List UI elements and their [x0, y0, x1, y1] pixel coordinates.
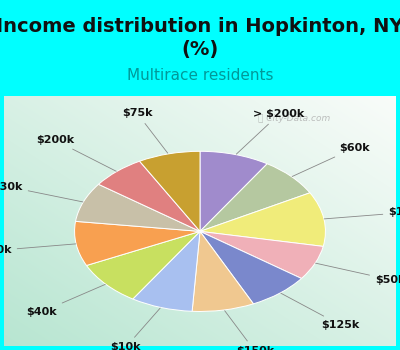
Text: $20k: $20k: [0, 244, 76, 256]
Text: $60k: $60k: [292, 143, 370, 176]
Text: $30k: $30k: [0, 182, 83, 202]
Wedge shape: [76, 184, 200, 231]
Text: ⓘ City-Data.com: ⓘ City-Data.com: [258, 114, 330, 123]
Text: $100k: $100k: [324, 207, 400, 219]
Text: $40k: $40k: [26, 285, 105, 317]
Text: Income distribution in Hopkinton, NY
(%): Income distribution in Hopkinton, NY (%): [0, 17, 400, 59]
Wedge shape: [200, 193, 326, 246]
Text: $75k: $75k: [122, 108, 168, 153]
Wedge shape: [74, 221, 200, 266]
Text: Multirace residents: Multirace residents: [127, 69, 273, 84]
Text: $10k: $10k: [110, 308, 160, 350]
Text: $200k: $200k: [36, 135, 116, 171]
Wedge shape: [200, 231, 302, 304]
Wedge shape: [200, 231, 323, 279]
Text: $150k: $150k: [225, 311, 274, 350]
Wedge shape: [200, 151, 267, 231]
Wedge shape: [200, 164, 310, 231]
Wedge shape: [98, 161, 200, 231]
Wedge shape: [140, 151, 200, 231]
Text: $50k: $50k: [316, 263, 400, 285]
Wedge shape: [133, 231, 200, 311]
Wedge shape: [86, 231, 200, 299]
Text: $125k: $125k: [281, 293, 360, 330]
Text: > $200k: > $200k: [236, 110, 304, 154]
Wedge shape: [192, 231, 254, 312]
